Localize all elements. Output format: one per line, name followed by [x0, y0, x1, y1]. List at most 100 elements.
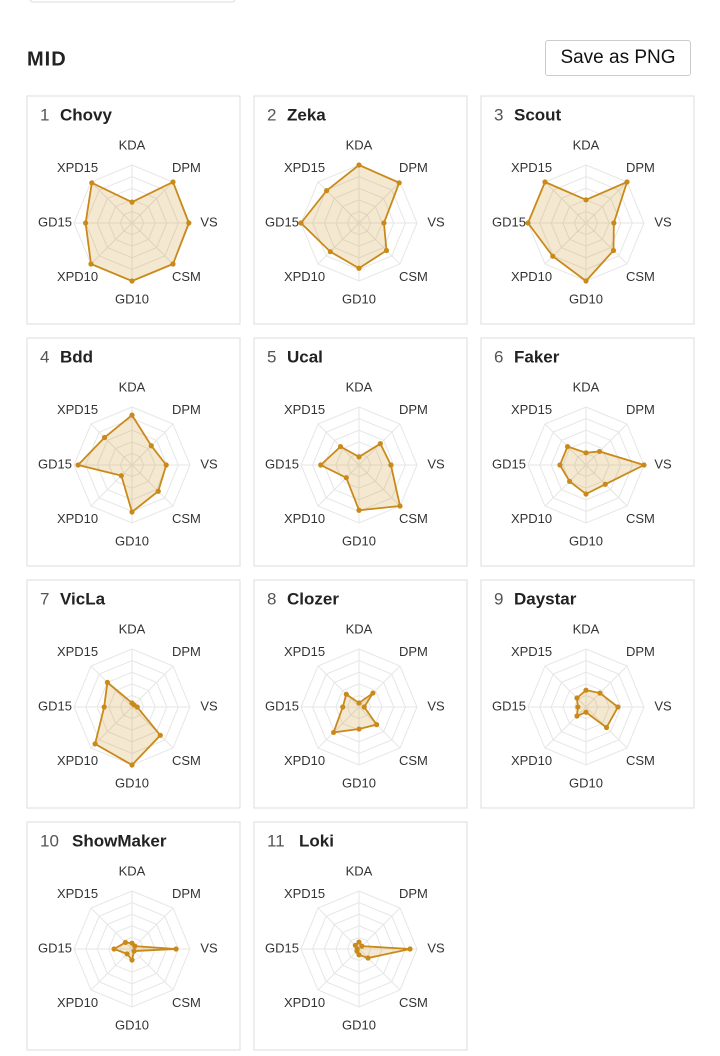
radar-point	[603, 724, 610, 731]
rank: 1	[40, 105, 49, 124]
axis-label: XPD10	[511, 269, 552, 284]
save-button[interactable]: Save as PNG	[545, 40, 691, 76]
radar-point	[583, 687, 589, 693]
radar-point	[356, 162, 362, 168]
rank: 11	[267, 831, 285, 850]
radar-point	[566, 478, 573, 485]
axis-label: GD15	[265, 698, 299, 713]
rank: 9	[494, 589, 503, 608]
spoke	[317, 907, 360, 950]
radar-point	[118, 473, 124, 479]
radar-point	[324, 188, 330, 194]
radar-point	[157, 732, 163, 738]
radar-point	[83, 220, 89, 226]
spoke	[358, 706, 401, 749]
radar-point	[641, 462, 647, 468]
axis-label: KDA	[119, 621, 146, 636]
axis-label: VS	[427, 214, 445, 229]
axis-label: GD15	[38, 698, 72, 713]
player-name: Loki	[299, 831, 334, 850]
player-name: Faker	[514, 347, 560, 366]
radar-point	[148, 443, 154, 449]
axis-label: DPM	[172, 886, 201, 901]
axis-label: GD10	[115, 775, 149, 790]
axis-label: KDA	[346, 621, 373, 636]
axis-label: VS	[200, 456, 218, 471]
spoke	[90, 948, 133, 991]
axis-label: GD10	[115, 291, 149, 306]
spoke	[585, 222, 628, 265]
spoke	[317, 665, 360, 708]
radar-point	[583, 197, 589, 203]
axis-label: GD10	[342, 775, 376, 790]
spoke	[585, 181, 628, 224]
rank: 4	[40, 347, 49, 366]
radar-point	[298, 220, 304, 226]
radar-point	[564, 443, 571, 450]
axis-label: XPD15	[284, 644, 325, 659]
spoke	[90, 423, 133, 466]
axis-label: XPD15	[511, 160, 552, 175]
player-name: Zeka	[287, 105, 326, 124]
radar-point	[377, 441, 383, 447]
radar-point	[525, 220, 531, 226]
spoke	[544, 665, 587, 708]
rank: 10	[40, 831, 59, 850]
axis-label: KDA	[119, 137, 146, 152]
radar-point	[383, 247, 390, 254]
axis-label: XPD10	[511, 753, 552, 768]
spoke	[131, 948, 174, 991]
radar-point	[163, 462, 169, 468]
axis-label: DPM	[626, 402, 655, 417]
axis-label: VS	[200, 940, 218, 955]
radar-point	[365, 955, 371, 961]
axis-label: XPD15	[57, 886, 98, 901]
spoke	[358, 665, 401, 708]
axis-label: KDA	[119, 863, 146, 878]
axis-label: XPD10	[284, 995, 325, 1010]
axis-label: GD15	[492, 456, 526, 471]
axis-label: XPD10	[57, 269, 98, 284]
axis-label: XPD15	[284, 886, 325, 901]
axis-label: XPD10	[284, 269, 325, 284]
spoke	[90, 222, 133, 265]
player-name: Scout	[514, 105, 562, 124]
radar-point	[356, 507, 362, 513]
axis-label: KDA	[573, 379, 600, 394]
radar-point	[343, 691, 349, 697]
spoke	[131, 907, 174, 950]
radar-point	[129, 278, 135, 284]
radar-point	[186, 220, 192, 226]
player-name: Chovy	[60, 105, 113, 124]
axis-label: GD15	[492, 214, 526, 229]
radar-point	[318, 462, 324, 468]
player-name: ShowMaker	[72, 831, 167, 850]
axis-label: GD10	[342, 291, 376, 306]
radar-point	[396, 180, 402, 186]
axis-label: XPD15	[57, 160, 98, 175]
radar-point	[327, 249, 333, 255]
axis-label: GD10	[569, 291, 603, 306]
radar-point	[557, 462, 563, 468]
card	[253, 579, 468, 809]
spoke	[317, 948, 360, 991]
radar-point	[583, 709, 589, 715]
radar-point	[129, 412, 135, 418]
axis-label: CSM	[172, 269, 201, 284]
axis-label: DPM	[399, 644, 428, 659]
radar-point	[356, 265, 362, 271]
radar-point	[574, 713, 580, 719]
radar-point	[596, 448, 603, 455]
radar-point	[88, 261, 94, 267]
axis-label: XPD10	[57, 511, 98, 526]
radar-point	[370, 690, 376, 696]
axis-label: DPM	[399, 402, 428, 417]
axis-label: CSM	[399, 269, 428, 284]
player-name: Clozer	[287, 589, 339, 608]
radar-point	[132, 943, 138, 949]
spoke	[317, 423, 360, 466]
spoke	[358, 181, 401, 224]
axis-label: VS	[654, 214, 672, 229]
radar-point	[89, 180, 95, 186]
